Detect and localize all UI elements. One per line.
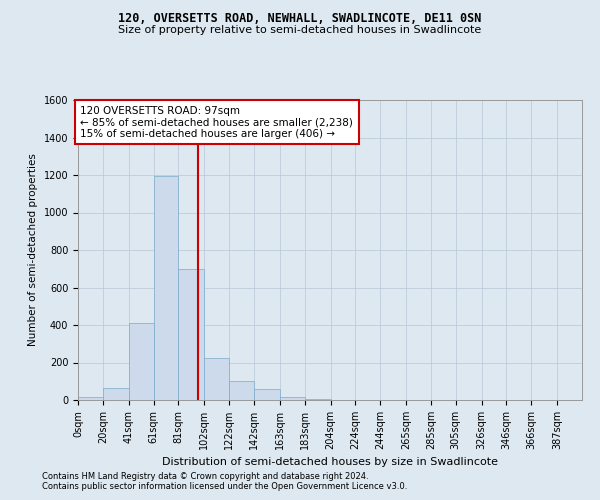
X-axis label: Distribution of semi-detached houses by size in Swadlincote: Distribution of semi-detached houses by … xyxy=(162,458,498,468)
Text: 120 OVERSETTS ROAD: 97sqm
← 85% of semi-detached houses are smaller (2,238)
15% : 120 OVERSETTS ROAD: 97sqm ← 85% of semi-… xyxy=(80,106,353,139)
Bar xyxy=(280,396,305,400)
Bar xyxy=(103,388,129,400)
Bar xyxy=(78,396,103,400)
Text: Contains public sector information licensed under the Open Government Licence v3: Contains public sector information licen… xyxy=(42,482,407,491)
Bar xyxy=(305,399,331,400)
Bar xyxy=(129,323,154,400)
Text: Size of property relative to semi-detached houses in Swadlincote: Size of property relative to semi-detach… xyxy=(118,25,482,35)
Text: Contains HM Land Registry data © Crown copyright and database right 2024.: Contains HM Land Registry data © Crown c… xyxy=(42,472,368,481)
Bar xyxy=(178,269,205,400)
Bar xyxy=(205,358,229,400)
Bar xyxy=(229,381,254,400)
Bar xyxy=(154,176,178,400)
Bar xyxy=(254,389,280,400)
Y-axis label: Number of semi-detached properties: Number of semi-detached properties xyxy=(28,154,38,346)
Text: 120, OVERSETTS ROAD, NEWHALL, SWADLINCOTE, DE11 0SN: 120, OVERSETTS ROAD, NEWHALL, SWADLINCOT… xyxy=(118,12,482,26)
